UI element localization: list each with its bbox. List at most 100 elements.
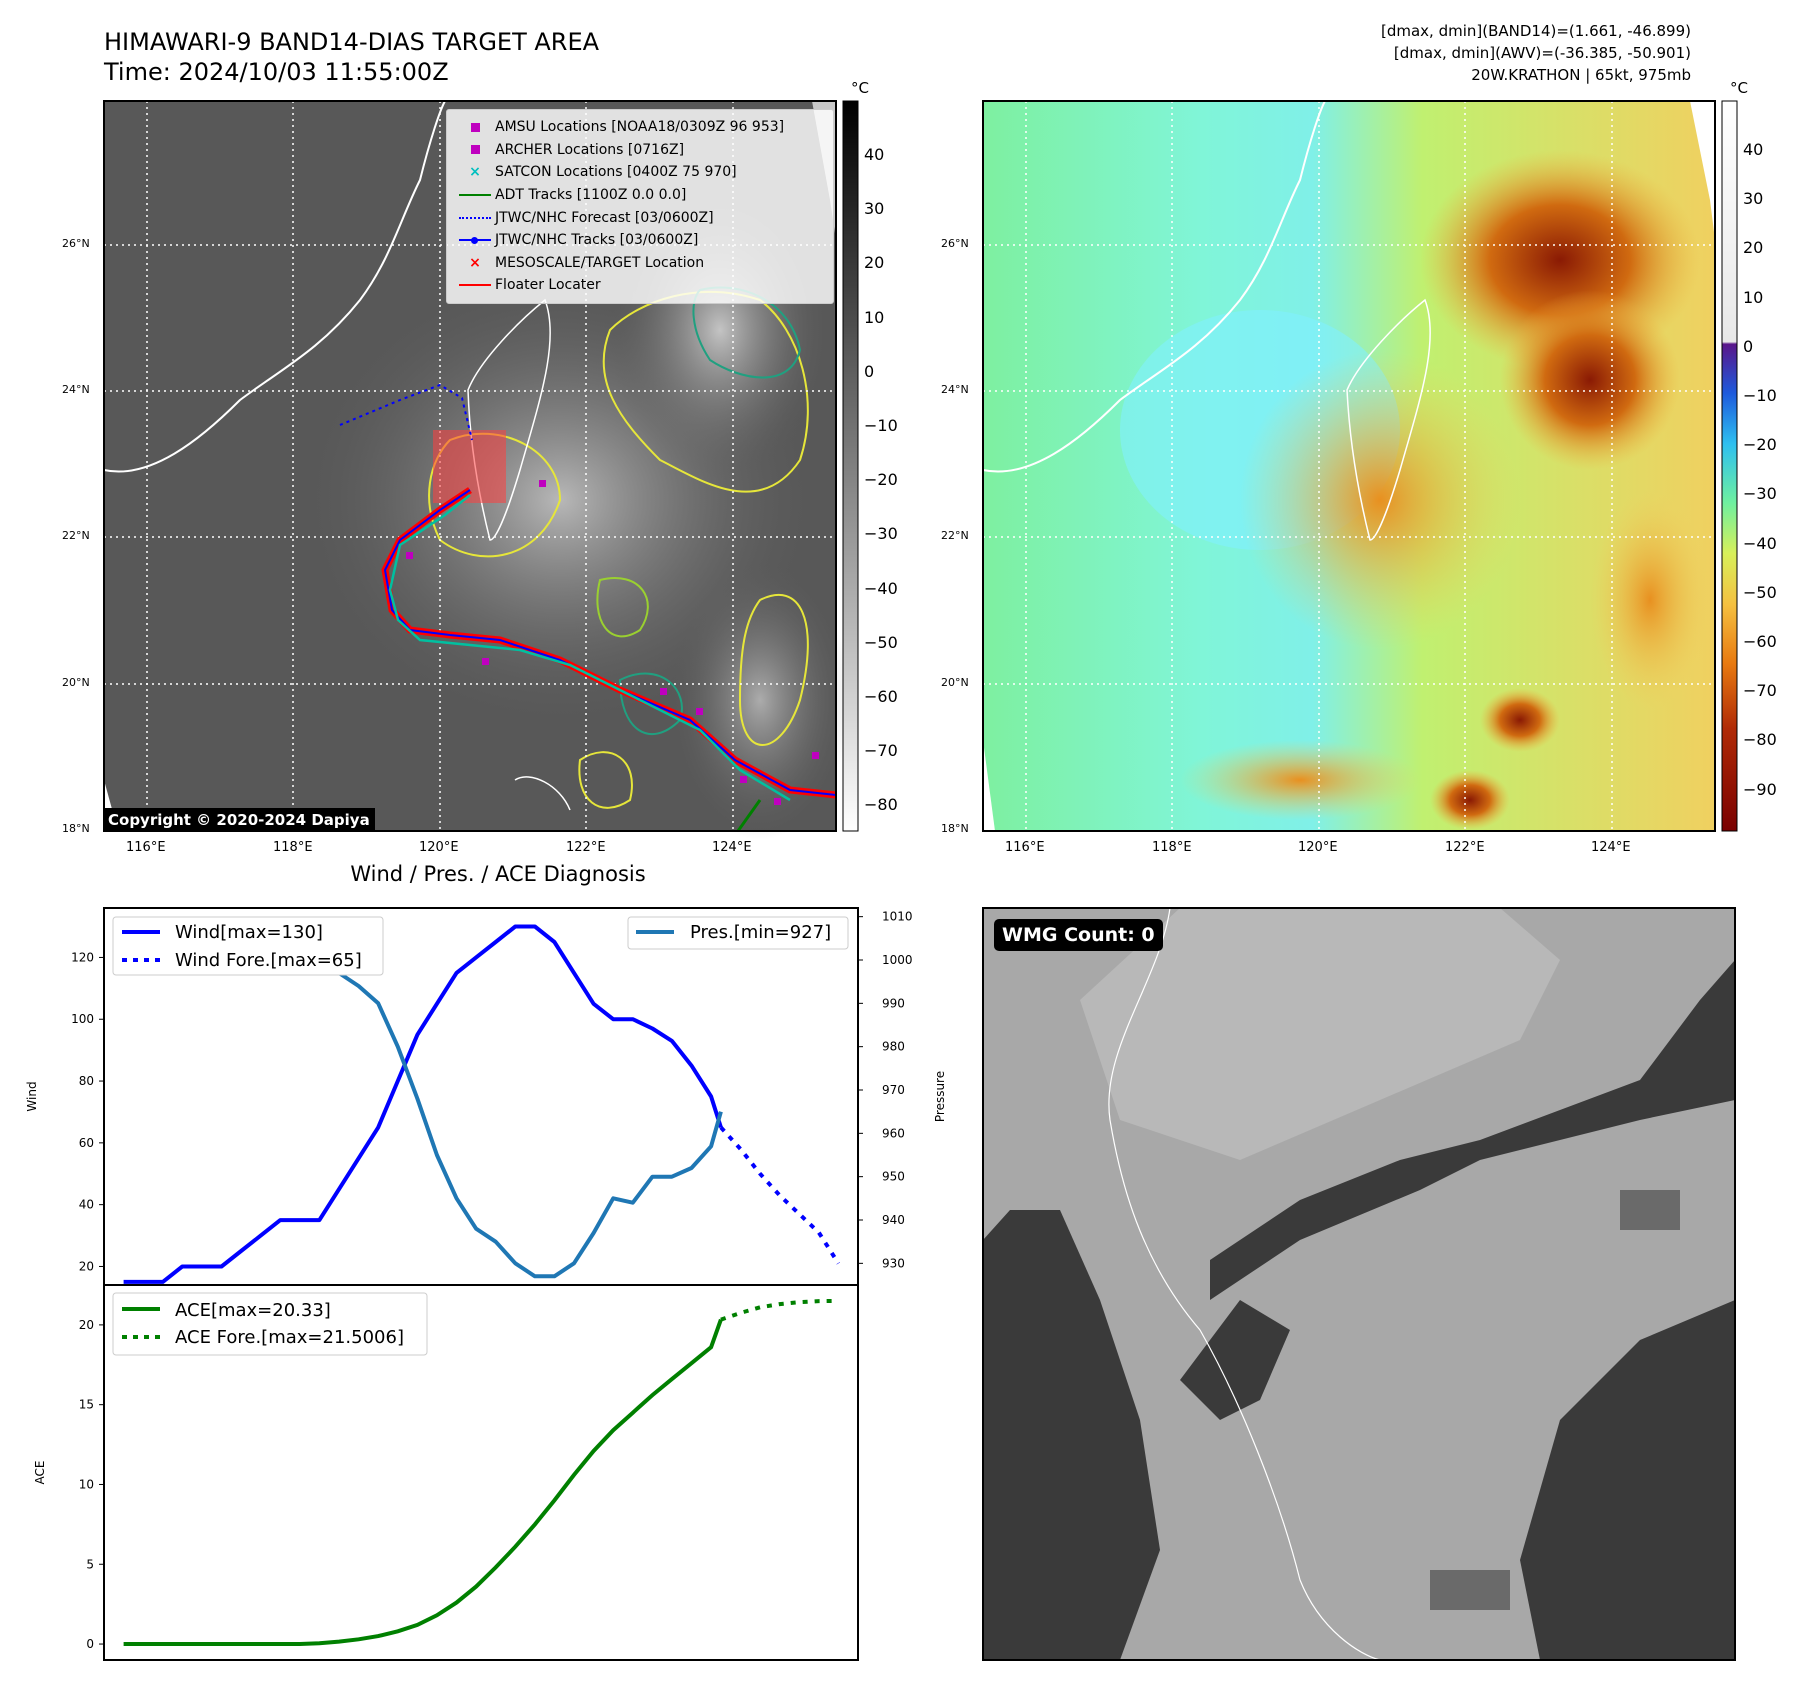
y-tick-label: 20 (79, 1318, 94, 1332)
legend-label: ACE Fore.[max=21.5006] (175, 1327, 404, 1348)
y-right-tick-label: 960 (882, 1126, 905, 1140)
legend-item-satcon: × SATCON Locations [0400Z 75 970] (469, 164, 737, 181)
wind-forecast-line (719, 1126, 841, 1265)
map2-xtick: 122°E (1445, 840, 1485, 855)
colorbar-tick: −80 (1743, 730, 1777, 750)
y-axis-label: ACE (33, 1461, 47, 1485)
y-right-tick-label: 980 (882, 1040, 905, 1054)
colorbar-tick: 40 (1743, 140, 1764, 159)
colorbar-tick: 0 (1743, 336, 1754, 356)
colorbar-tick: 30 (864, 199, 885, 219)
colorbar-tick: −70 (864, 741, 898, 761)
y-right-tick-label: 1000 (882, 953, 913, 967)
map2-xtick: 118°E (1152, 840, 1192, 855)
colorbar-tick: −30 (1743, 484, 1777, 504)
map2-ytick: 26°N (941, 237, 969, 250)
colorbar-tick: −80 (864, 795, 898, 815)
figure-title: HIMAWARI-9 BAND14-DIAS TARGET AREA (104, 28, 600, 56)
map2-ytick: 20°N (941, 676, 969, 689)
colorbar-tick: 30 (1743, 189, 1764, 209)
y-right-tick-label: 950 (882, 1170, 905, 1184)
colorbar-tick: −60 (864, 687, 898, 706)
legend-item-target: × MESOSCALE/TARGET Location (469, 254, 705, 271)
pressure-series-line (123, 923, 723, 1279)
legend-item-floater: Floater Locater (455, 274, 825, 297)
legend-box (112, 916, 384, 976)
map1-xtick: 120°E (419, 840, 459, 855)
colorbar-tick: 40 (864, 145, 885, 164)
dmax-band14: [dmax, dmin](BAND14)=(1.661, -46.899) (1380, 22, 1691, 40)
map1-xtick: 124°E (712, 840, 752, 855)
y-tick-label: 0 (86, 1637, 94, 1651)
legend-label: Pres.[min=927] (690, 922, 831, 943)
legend-label: Wind[max=130] (175, 922, 323, 943)
colorbar-2 (1721, 100, 1738, 832)
enhanced-ir-map (982, 100, 1716, 832)
wind-pressure-chart: 20 40 60 80 100 120 930 940 950 960 970 980 990 1000 1… (25, 907, 947, 1286)
y-tick-label: 60 (79, 1136, 94, 1150)
map2-xtick: 124°E (1591, 840, 1631, 855)
y-tick-label: 80 (79, 1074, 94, 1088)
ace-series-line (123, 1318, 723, 1646)
colorbar-tick: 10 (1743, 287, 1764, 307)
colorbar-tick: −40 (1743, 533, 1777, 553)
copyright-badge: Copyright © 2020-2024 Dapiya (103, 808, 375, 832)
legend-item-jtwc-tracks: JTWC/NHC Tracks [03/0600Z] (455, 229, 825, 252)
colorbar-1-unit: °C (851, 79, 869, 97)
y-right-tick-label: 930 (882, 1256, 905, 1270)
y-right-tick-label: 970 (882, 1083, 905, 1097)
colorbar-tick: −60 (1743, 632, 1777, 651)
y-axis-label: Wind (25, 1081, 39, 1111)
map1-ytick: 20°N (62, 676, 90, 689)
pressure-legend: Pres.[min=927] (627, 916, 849, 950)
figure-time: Time: 2024/10/03 11:55:00Z (104, 58, 449, 86)
colorbar-tick: −90 (1743, 779, 1777, 799)
colorbar-tick: −10 (1743, 386, 1777, 405)
colorbar-2-unit: °C (1730, 79, 1748, 97)
y-tick-label: 120 (71, 950, 94, 964)
y-tick-label: 5 (86, 1557, 94, 1571)
colorbar-tick: −40 (864, 578, 898, 598)
map1-ytick: 26°N (62, 237, 90, 250)
wmg-count-badge: WMG Count: 0 (994, 919, 1163, 951)
map2-ytick: 22°N (941, 529, 969, 542)
ace-forecast-line (720, 1298, 839, 1322)
map2-xtick: 120°E (1298, 840, 1338, 855)
y-right-axis-label: Pressure (933, 1071, 947, 1122)
colorbar-tick: −20 (864, 470, 898, 490)
colorbar-tick: 0 (864, 361, 875, 381)
colorbar-tick: −20 (1743, 435, 1777, 455)
wmg-panel (982, 907, 1736, 1661)
map2-ytick: 18°N (941, 822, 969, 835)
map1-xtick: 116°E (126, 840, 166, 855)
legend-item-jtwc-forecast: JTWC/NHC Forecast [03/0600Z] (455, 206, 825, 229)
colorbar-tick: 20 (864, 253, 885, 273)
map1-ytick: 24°N (62, 383, 90, 396)
ace-chart: 0 5 10 15 20 ACE ACE[max=20.33] ACE Fore.[max=2… (33, 1284, 859, 1661)
storm-info: 20W.KRATHON | 65kt, 975mb (1471, 66, 1691, 84)
ace-legend: ACE[max=20.33] ACE Fore.[max=21.5006] (112, 1292, 428, 1356)
map1-xtick: 118°E (273, 840, 313, 855)
wind-series-line (123, 924, 723, 1284)
map1-ytick: 18°N (62, 822, 90, 835)
legend-label: Wind Fore.[max=65] (175, 950, 362, 971)
colorbar-tick: −50 (864, 632, 898, 652)
plot-frame (103, 1284, 859, 1661)
y-tick-label: 10 (79, 1477, 94, 1491)
diagnosis-title: Wind / Pres. / ACE Diagnosis (350, 862, 646, 886)
legend-item-archer: ARCHER Locations [0716Z] (455, 139, 825, 162)
colorbar-tick: 20 (1743, 238, 1764, 258)
wind-legend: Wind[max=130] Wind Fore.[max=65] (112, 916, 384, 976)
colorbar-tick: −50 (1743, 582, 1777, 602)
legend-box (627, 916, 849, 950)
y-right-tick-label: 1010 (882, 910, 913, 924)
colorbar-tick: −30 (864, 524, 898, 544)
colorbar-tick: −10 (864, 416, 898, 435)
colorbar-1 (842, 100, 859, 832)
colorbar-tick: −70 (1743, 681, 1777, 701)
legend-box (112, 1292, 428, 1356)
y-tick-label: 20 (79, 1259, 94, 1273)
dmax-awv: [dmax, dmin](AWV)=(-36.385, -50.901) (1393, 44, 1691, 62)
map1-ytick: 22°N (62, 529, 90, 542)
map-legend: AMSU Locations [NOAA18/0309Z 96 953] ARC… (446, 109, 834, 304)
